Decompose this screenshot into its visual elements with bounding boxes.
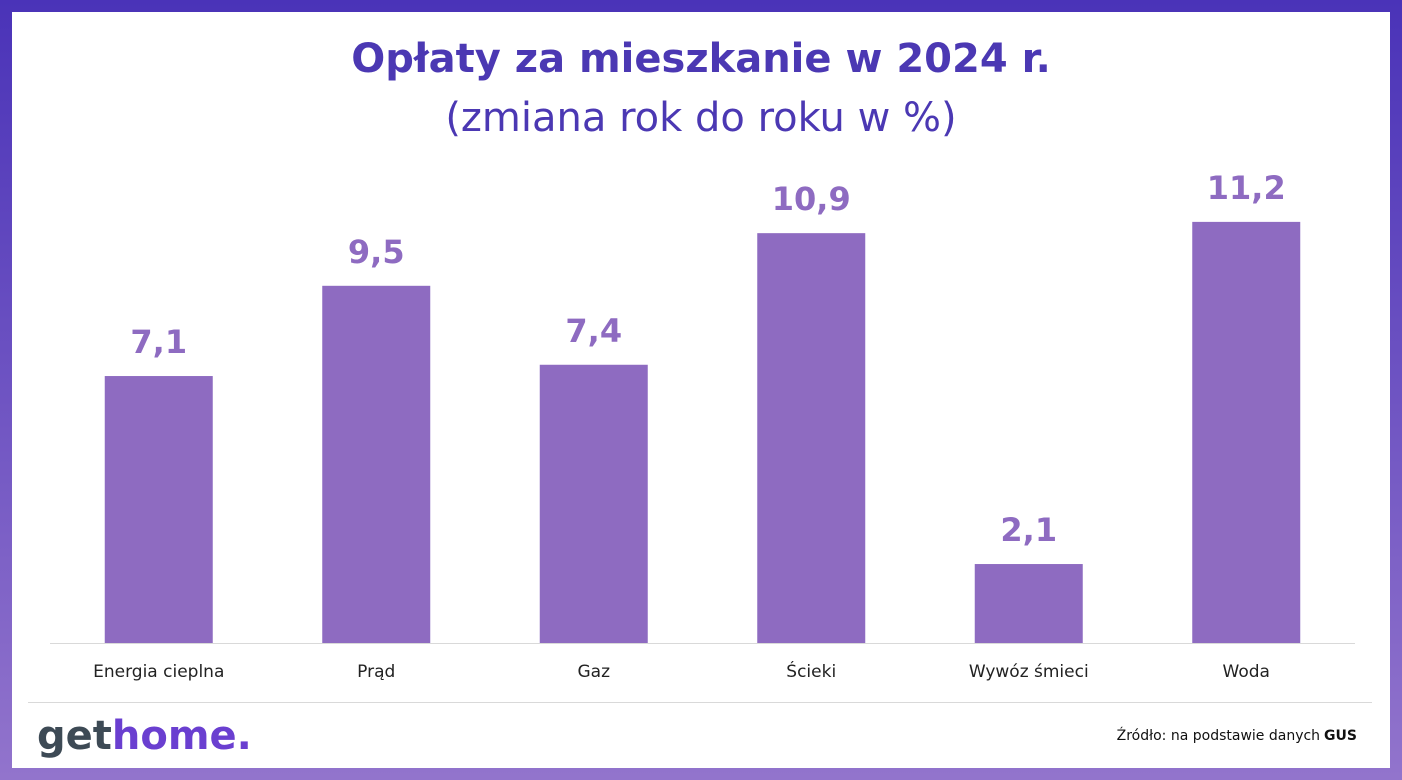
chart-title: Opłaty za mieszkanie w 2024 r. — [351, 36, 1051, 82]
bar — [757, 233, 866, 643]
x-tick-label: Gaz — [577, 662, 610, 682]
x-tick-label: Prąd — [357, 662, 395, 682]
value-label: 2,1 — [1000, 511, 1057, 549]
x-tick-label: Energia cieplna — [93, 662, 224, 682]
value-label: 9,5 — [348, 233, 405, 271]
bar — [539, 364, 648, 643]
brand-part: get — [37, 713, 112, 759]
bar — [322, 285, 431, 643]
value-label: 7,1 — [130, 323, 187, 361]
bar — [1192, 221, 1301, 643]
bar — [104, 376, 213, 643]
value-label: 7,4 — [565, 312, 622, 350]
brand-part: home. — [112, 713, 252, 759]
source-text: Źródło: na podstawie danych — [1117, 726, 1320, 744]
source-bold: GUS — [1324, 728, 1357, 744]
x-tick-label: Woda — [1223, 662, 1270, 682]
chart-subtitle: (zmiana rok do roku w %) — [445, 95, 956, 141]
source: Źródło: na podstawie danych GUS — [1117, 726, 1357, 744]
value-label: 11,2 — [1207, 169, 1286, 207]
background — [12, 12, 1390, 768]
brand-logo: gethome. — [37, 713, 252, 759]
bar — [974, 564, 1083, 643]
value-label: 10,9 — [772, 180, 851, 218]
x-tick-label: Wywóz śmieci — [969, 662, 1089, 682]
x-tick-label: Ścieki — [786, 660, 836, 682]
